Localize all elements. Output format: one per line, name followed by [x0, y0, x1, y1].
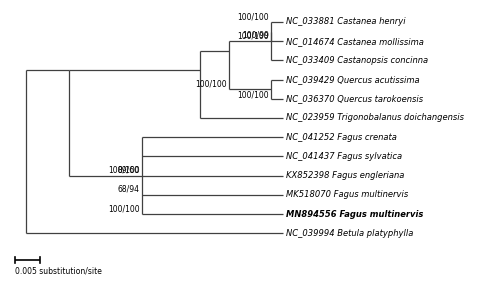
- Text: NC_039429 Quercus acutissima: NC_039429 Quercus acutissima: [286, 75, 420, 84]
- Text: NC_041252 Fagus crenata: NC_041252 Fagus crenata: [286, 133, 397, 142]
- Text: 100/100: 100/100: [238, 13, 269, 22]
- Text: 100/100: 100/100: [238, 31, 269, 40]
- Text: 68/94: 68/94: [118, 185, 140, 194]
- Text: 100/100: 100/100: [195, 79, 226, 88]
- Text: NC_014674 Castanea mollissima: NC_014674 Castanea mollissima: [286, 37, 424, 46]
- Text: KX852398 Fagus engleriana: KX852398 Fagus engleriana: [286, 171, 405, 180]
- Text: MN894556 Fagus multinervis: MN894556 Fagus multinervis: [286, 210, 424, 218]
- Text: NC_033409 Castanopsis concinna: NC_033409 Castanopsis concinna: [286, 56, 428, 65]
- Text: NC_033881 Castanea henryi: NC_033881 Castanea henryi: [286, 18, 406, 26]
- Text: 89/60: 89/60: [118, 166, 140, 175]
- Text: 100/100: 100/100: [108, 166, 140, 175]
- Text: 0.005 substitution/site: 0.005 substitution/site: [14, 267, 102, 276]
- Text: 100/99: 100/99: [242, 31, 269, 40]
- Text: 100/100: 100/100: [108, 204, 140, 213]
- Text: NC_039994 Betula platyphylla: NC_039994 Betula platyphylla: [286, 229, 414, 238]
- Text: 100/100: 100/100: [238, 90, 269, 99]
- Text: NC_023959 Trigonobalanus doichangensis: NC_023959 Trigonobalanus doichangensis: [286, 114, 465, 122]
- Text: NC_041437 Fagus sylvatica: NC_041437 Fagus sylvatica: [286, 152, 403, 161]
- Text: NC_036370 Quercus tarokoensis: NC_036370 Quercus tarokoensis: [286, 94, 424, 103]
- Text: MK518070 Fagus multinervis: MK518070 Fagus multinervis: [286, 190, 408, 199]
